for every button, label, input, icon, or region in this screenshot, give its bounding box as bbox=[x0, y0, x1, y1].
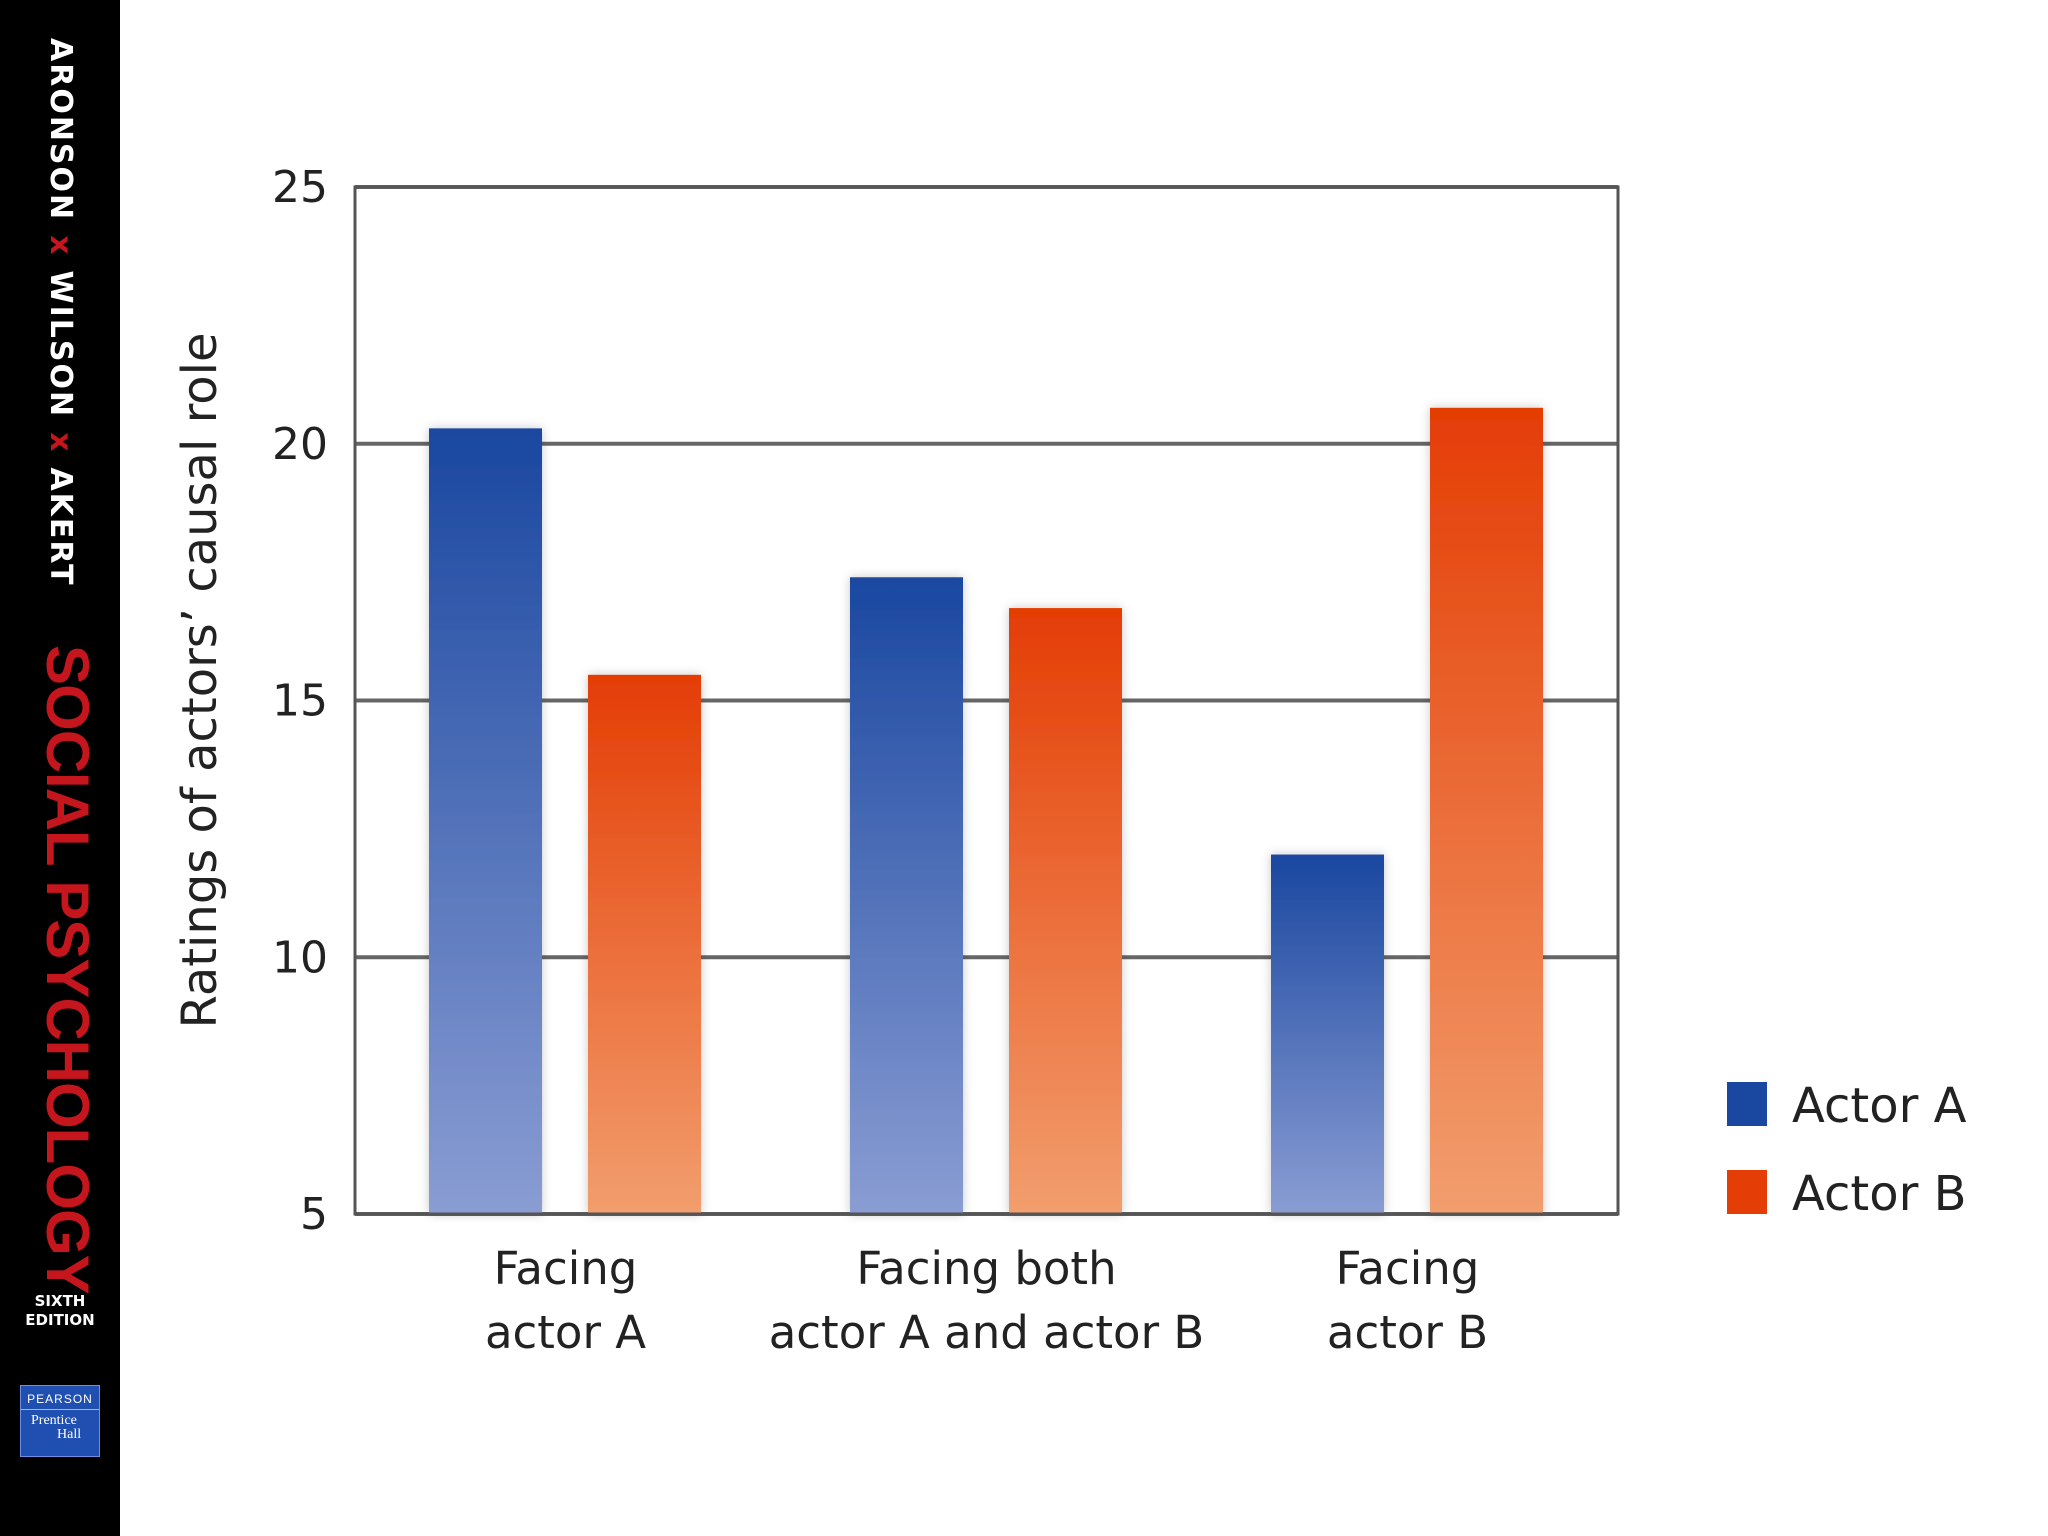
imprint-name: Prentice Hall bbox=[21, 1410, 99, 1442]
category-label-line: actor A and actor B bbox=[769, 1306, 1205, 1359]
bar-actor-b bbox=[1009, 608, 1122, 1214]
imprint-line2: Hall bbox=[57, 1427, 82, 1442]
y-tick-label: 10 bbox=[272, 932, 328, 983]
edition-label: SIXTH EDITION bbox=[0, 1292, 120, 1330]
category-label-line: Facing both bbox=[856, 1242, 1116, 1295]
category-label: Facing actor B bbox=[1327, 1242, 1488, 1359]
legend: Actor A Actor B bbox=[1727, 1078, 1967, 1222]
bars bbox=[429, 407, 1543, 1215]
edition-line2: EDITION bbox=[25, 1311, 95, 1329]
publisher-name: PEARSON bbox=[21, 1386, 99, 1410]
y-tick-label: 25 bbox=[272, 162, 328, 213]
legend-label: Actor B bbox=[1792, 1166, 1967, 1222]
bar-actor-b bbox=[588, 674, 701, 1214]
bar-actor-a bbox=[850, 577, 963, 1214]
y-tick-labels: 5 10 15 20 25 bbox=[272, 162, 328, 1240]
y-tick-label: 15 bbox=[272, 676, 328, 727]
category-label-line: Facing bbox=[1336, 1242, 1480, 1295]
category-label-line: actor A bbox=[485, 1306, 646, 1359]
legend-swatch bbox=[1727, 1170, 1767, 1214]
publisher-logo: PEARSON Prentice Hall bbox=[20, 1385, 100, 1457]
category-labels: Facing actor A Facing both actor A and acto… bbox=[485, 1242, 1488, 1359]
y-axis-label: Ratings of actors’ causal role bbox=[172, 333, 228, 1029]
bar-actor-a bbox=[429, 428, 542, 1215]
legend-swatch bbox=[1727, 1082, 1767, 1126]
category-label-line: actor B bbox=[1327, 1306, 1488, 1359]
y-tick-label: 5 bbox=[300, 1189, 328, 1240]
category-label: Facing actor A bbox=[485, 1242, 646, 1359]
y-tick-label: 20 bbox=[272, 419, 328, 470]
bar-actor-a bbox=[1271, 854, 1384, 1214]
legend-label: Actor A bbox=[1792, 1078, 1967, 1134]
imprint-line1: Prentice bbox=[31, 1413, 77, 1428]
category-label-line: Facing bbox=[494, 1242, 638, 1295]
book-sidebar: ARONSONxWILSONxAKERT SOCIAL PSYCHOLOGY S… bbox=[0, 0, 120, 1536]
category-label: Facing both actor A and actor B bbox=[769, 1242, 1205, 1359]
plot-frame bbox=[353, 185, 1620, 1216]
gridlines bbox=[355, 185, 1618, 1216]
bar-actor-b bbox=[1430, 407, 1543, 1214]
edition-line1: SIXTH bbox=[34, 1292, 86, 1310]
